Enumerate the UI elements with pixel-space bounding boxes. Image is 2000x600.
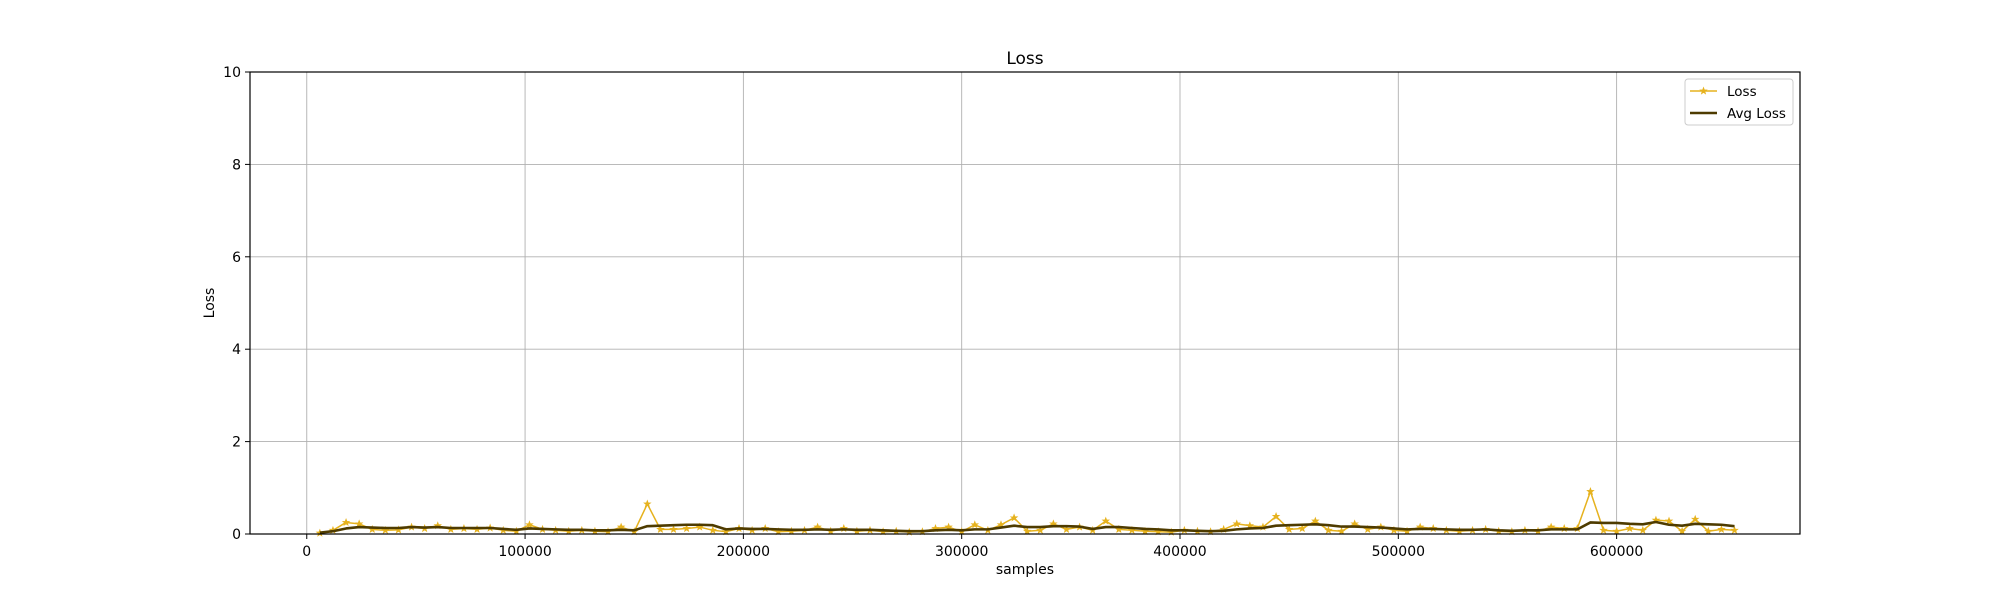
legend-marker-loss	[1699, 86, 1708, 95]
data-point	[1638, 525, 1648, 534]
legend-star-marker	[1699, 86, 1708, 95]
x-tick-label: 400000	[1153, 544, 1206, 560]
data-point	[1612, 526, 1621, 535]
legend: Loss Avg Loss	[1684, 78, 1794, 126]
data-point	[1690, 514, 1700, 523]
legend-label-avg-loss: Avg Loss	[1727, 106, 1786, 122]
data-point	[525, 520, 534, 529]
data-point	[682, 523, 691, 533]
data-point	[721, 527, 731, 536]
data-point	[1324, 525, 1333, 534]
data-point	[354, 519, 364, 528]
data-point	[708, 525, 718, 534]
data-point	[643, 499, 652, 508]
chart-title: Loss	[1006, 49, 1043, 69]
x-tick-label: 300000	[935, 544, 988, 560]
data-point	[1677, 526, 1687, 535]
x-tick-label: 600000	[1590, 544, 1643, 560]
data-point	[669, 524, 678, 533]
data-point	[1298, 523, 1307, 533]
y-tick-label: 0	[232, 527, 241, 543]
legend-label-loss: Loss	[1727, 84, 1757, 100]
x-axis-label: samples	[996, 562, 1054, 578]
y-tick-label: 10	[223, 65, 241, 81]
data-point	[1009, 513, 1019, 522]
x-tick-label: 0	[302, 544, 311, 560]
data-point	[1730, 525, 1739, 534]
data-point	[1101, 516, 1111, 525]
data-point	[656, 524, 665, 533]
data-point	[1664, 516, 1674, 525]
x-tick-label: 200000	[717, 544, 770, 560]
data-point	[970, 520, 980, 529]
data-point	[1284, 524, 1294, 533]
y-axis-label: Loss	[202, 288, 218, 319]
y-tick-label: 8	[232, 157, 241, 173]
x-tick-label: 100000	[498, 544, 551, 560]
y-tick-label: 6	[232, 250, 241, 266]
data-point	[1271, 511, 1281, 521]
axis-ticks: 0 100000 200000 300000 400000 500000 600000 0 2 4…	[223, 65, 1643, 560]
data-point	[1586, 487, 1595, 496]
data-point	[341, 517, 351, 527]
plot-frame	[249, 71, 1801, 535]
data-point	[1625, 523, 1634, 533]
data-point	[1062, 524, 1071, 533]
data-point	[1022, 526, 1032, 535]
data-point	[1599, 525, 1608, 534]
data-point	[1717, 524, 1726, 533]
data-point	[1311, 516, 1320, 525]
y-tick-label: 4	[232, 342, 241, 358]
plot-series	[315, 487, 1739, 537]
y-tick-label: 2	[232, 435, 241, 451]
data-point	[1337, 526, 1346, 535]
data-point	[1704, 526, 1713, 535]
series-line-avg-loss	[319, 520, 1735, 534]
data-point	[1232, 519, 1241, 528]
data-point	[1036, 525, 1045, 534]
x-tick-label: 500000	[1372, 544, 1425, 560]
